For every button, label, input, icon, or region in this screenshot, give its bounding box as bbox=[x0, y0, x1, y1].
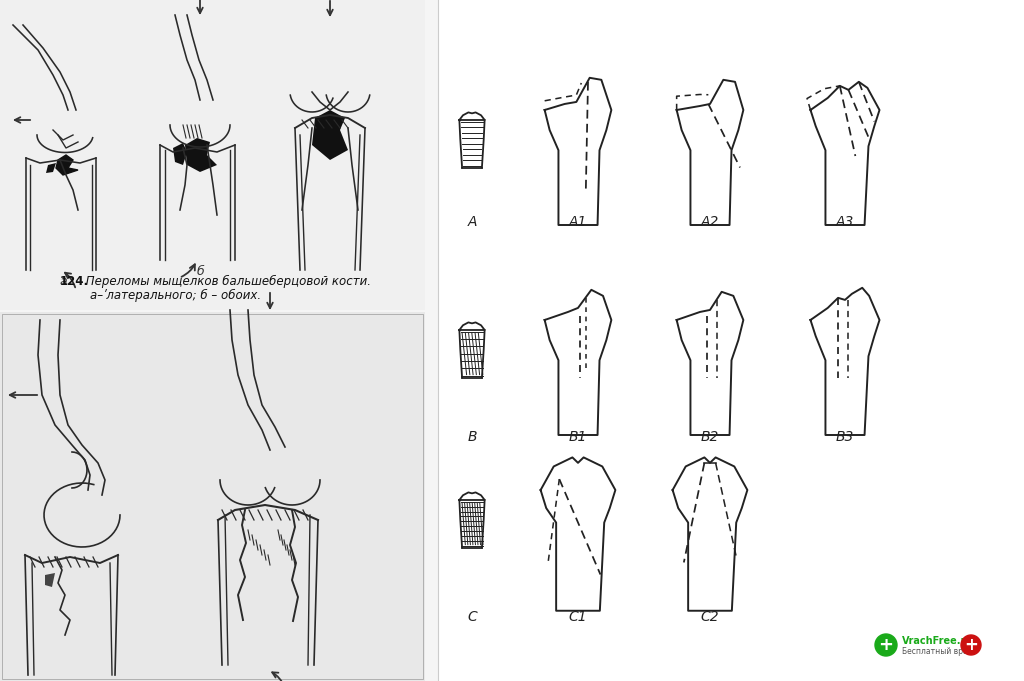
Text: Бесплатный врач: Бесплатный врач bbox=[902, 646, 972, 656]
Text: VrachFree.ru: VrachFree.ru bbox=[902, 636, 974, 646]
Text: Переломы мыщелков бальшеберцовой кости.: Переломы мыщелков бальшеберцовой кости. bbox=[82, 275, 371, 288]
Text: A3: A3 bbox=[836, 215, 854, 229]
Text: A: A bbox=[467, 215, 477, 229]
Polygon shape bbox=[45, 573, 55, 587]
Polygon shape bbox=[173, 143, 187, 165]
Polygon shape bbox=[56, 155, 78, 175]
Text: A2: A2 bbox=[700, 215, 719, 229]
Polygon shape bbox=[312, 110, 348, 160]
Text: A1: A1 bbox=[568, 215, 587, 229]
Text: а–ʹлатерального; б – обоих.: а–ʹлатерального; б – обоих. bbox=[90, 289, 261, 302]
Text: +: + bbox=[879, 636, 894, 654]
Text: б: б bbox=[197, 265, 204, 278]
Text: B3: B3 bbox=[836, 430, 854, 444]
Text: C: C bbox=[467, 610, 477, 624]
Polygon shape bbox=[185, 138, 217, 172]
Text: B1: B1 bbox=[568, 430, 587, 444]
Text: B: B bbox=[467, 430, 477, 444]
Circle shape bbox=[961, 635, 981, 655]
Text: B2: B2 bbox=[700, 430, 719, 444]
Bar bbox=[0, 0, 425, 310]
Text: +: + bbox=[964, 636, 978, 654]
Polygon shape bbox=[46, 163, 56, 173]
Text: а: а bbox=[59, 275, 67, 288]
Bar bbox=[2, 314, 423, 679]
Text: 124.: 124. bbox=[60, 275, 89, 288]
Text: C1: C1 bbox=[568, 610, 588, 624]
Text: C2: C2 bbox=[700, 610, 719, 624]
Bar bbox=[438, 0, 1024, 681]
Bar bbox=[0, 312, 425, 681]
Circle shape bbox=[874, 634, 897, 656]
